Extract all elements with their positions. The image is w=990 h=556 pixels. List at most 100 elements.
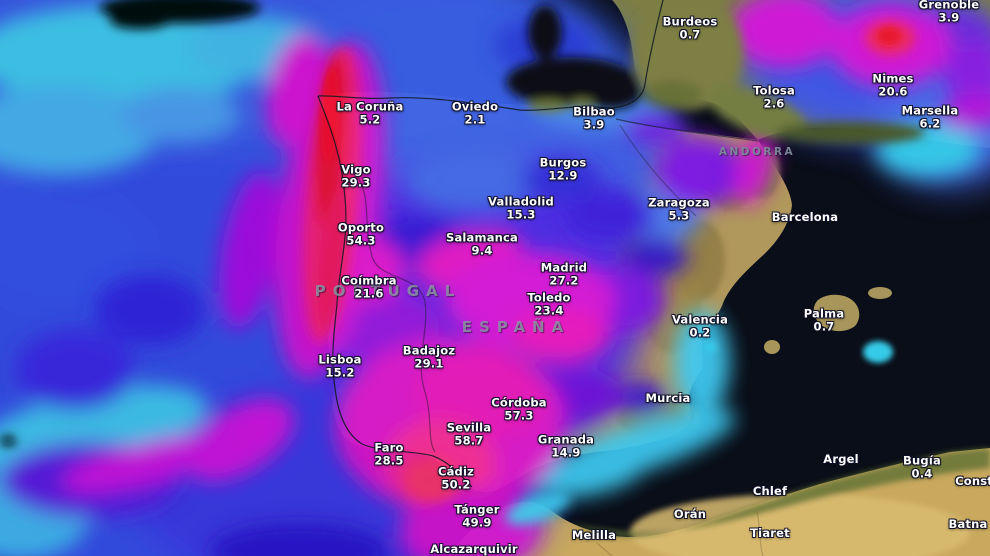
city-name: Faro (374, 440, 404, 455)
city-name: Lisboa (318, 352, 362, 367)
city-precipitation-value: 3.9 (938, 10, 960, 24)
city-label-faro: Faro 28.5 (374, 440, 404, 467)
city-name: Valencia (671, 312, 729, 327)
city-name: Orán (673, 506, 707, 521)
city-name: Burdeos (662, 14, 718, 29)
city-name: Oviedo (451, 99, 499, 114)
city-label-murcia: Murcia (645, 392, 690, 405)
clear-sky-overlays (0, 0, 925, 446)
city-name: Palma (803, 306, 845, 321)
city-label-palma: Palma 0.7 (803, 306, 845, 333)
island-menorca (868, 287, 892, 299)
city-label-lisboa: Lisboa 15.2 (318, 352, 362, 379)
region-label-andorra: ANDORRA (718, 146, 796, 158)
city-label-valencia: Valencia 0.2 (671, 312, 729, 339)
city-precipitation-value: 0.2 (689, 325, 711, 339)
city-name: Bilbao (573, 104, 615, 119)
city-label-burgos: Burgos 12.9 (539, 155, 587, 182)
city-label-marsella: Marsella 6.2 (901, 103, 959, 130)
city-precipitation-value: 15.2 (325, 365, 355, 379)
city-label-bilbao: Bilbao 3.9 (573, 104, 615, 131)
city-label-coimbra: Coímbra 21.6 (341, 273, 397, 300)
city-label-cordoba: Córdoba 57.3 (491, 395, 547, 422)
city-label-granada: Granada 14.9 (537, 432, 595, 459)
city-precipitation-value: 5.3 (668, 208, 690, 222)
city-name: Argel (823, 451, 859, 466)
border-pyrenees (615, 118, 759, 142)
city-name: Chlef (752, 483, 788, 498)
coast-portugal (317, 95, 473, 488)
city-label-burdeos: Burdeos 0.7 (662, 14, 718, 41)
city-name: Consta (955, 473, 990, 488)
city-label-bugia: Bugía 0.4 (903, 453, 941, 480)
island-ibiza (764, 340, 780, 354)
city-precipitation-value: 29.3 (341, 175, 371, 189)
region-label-portugal: PORTUGAL (314, 282, 462, 300)
city-precipitation-value: 21.6 (354, 286, 384, 300)
city-name: Oporto (337, 220, 385, 235)
city-name: Nimes (872, 71, 914, 86)
city-label-argel: Argel (823, 453, 859, 466)
city-precipitation-value: 49.9 (462, 515, 492, 529)
city-name: Melilla (571, 527, 617, 542)
city-name: Córdoba (491, 395, 547, 410)
city-label-toledo: Toledo 23.4 (527, 290, 571, 317)
city-name: Murcia (645, 390, 691, 405)
city-label-oporto: Oporto 54.3 (337, 220, 385, 247)
city-precipitation-value: 2.6 (763, 96, 785, 110)
city-label-grenoble: Grenoble 3.9 (919, 0, 980, 24)
border-portugal-spain (352, 169, 436, 453)
city-precipitation-value: 28.5 (374, 453, 404, 467)
river-ebro (619, 124, 697, 217)
city-name: Grenoble (918, 0, 980, 12)
city-name: Sevilla (446, 420, 492, 435)
city-name: Tánger (454, 502, 500, 517)
city-name: Burgos (539, 155, 587, 170)
city-precipitation-value: 58.7 (454, 433, 484, 447)
city-label-valladolid: Valladolid 15.3 (488, 194, 554, 221)
city-label-alcazarquivir: Alcazarquivir (430, 543, 518, 556)
border-lines (317, 0, 764, 556)
region-label-espana: ESPAÑA (461, 318, 571, 336)
city-precipitation-value: 3.9 (583, 117, 605, 131)
city-label-la-coruna: La Coruña 5.2 (336, 99, 404, 126)
city-name: Cádiz (437, 464, 475, 479)
city-label-badajoz: Badajoz 29.1 (402, 343, 456, 370)
city-label-tanger: Tánger 49.9 (454, 502, 500, 529)
city-name: Tiaret (750, 525, 790, 540)
city-precipitation-value: 20.6 (878, 84, 908, 98)
city-precipitation-value: 0.4 (911, 466, 933, 480)
city-name: Coímbra (341, 273, 397, 288)
city-precipitation-value: 14.9 (551, 445, 581, 459)
coast-france-spain-north (317, 0, 664, 111)
city-name: La Coruña (336, 99, 404, 114)
city-name: Barcelona (771, 209, 839, 224)
city-label-melilla: Melilla (572, 529, 616, 542)
city-precipitation-value: 29.1 (414, 356, 444, 370)
city-name: Vigo (341, 162, 371, 177)
city-label-batna: Batna (949, 518, 988, 531)
city-name: Alcazarquivir (430, 541, 518, 556)
city-name: Marsella (901, 103, 959, 118)
city-precipitation-value: 23.4 (534, 303, 564, 317)
city-precipitation-value: 0.7 (679, 27, 701, 41)
city-label-sevilla: Sevilla 58.7 (446, 420, 492, 447)
city-precipitation-value: 15.3 (506, 207, 536, 221)
city-name: Badajoz (402, 343, 456, 358)
city-precipitation-value: 5.2 (359, 112, 381, 126)
city-name: Granada (537, 432, 595, 447)
city-precipitation-value: 0.7 (813, 319, 835, 333)
city-name: Madrid (540, 260, 588, 275)
city-precipitation-value: 12.9 (548, 168, 578, 182)
city-name: Bugía (903, 453, 941, 468)
city-label-oviedo: Oviedo 2.1 (451, 99, 499, 126)
city-name: Batna (948, 516, 988, 531)
city-precipitation-value: 54.3 (346, 233, 376, 247)
city-label-barcelona: Barcelona (772, 211, 838, 224)
city-name: Valladolid (488, 194, 554, 209)
city-name: Toledo (527, 290, 571, 305)
city-label-tolosa: Tolosa 2.6 (753, 84, 795, 110)
